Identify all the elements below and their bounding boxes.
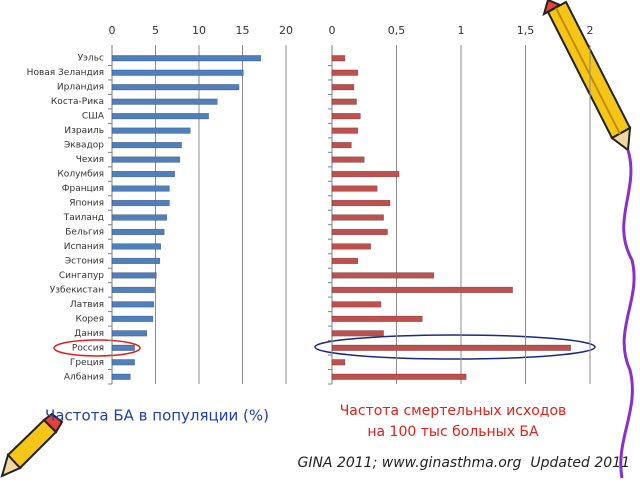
x-tick-label: 0,5 <box>388 24 406 37</box>
bar <box>111 214 168 221</box>
category-label: Ирландия <box>57 83 104 93</box>
category-label: Эквадор <box>64 141 104 151</box>
x-tick-label: 15 <box>236 24 250 37</box>
bar <box>111 272 157 279</box>
bar <box>331 257 359 265</box>
bar <box>331 373 467 380</box>
bar <box>111 170 175 178</box>
category-label: Испания <box>64 242 104 252</box>
category-label: Бельгия <box>65 227 104 237</box>
bar <box>111 243 162 250</box>
category-label: Россия <box>72 343 104 353</box>
squiggle <box>619 149 636 479</box>
bar <box>331 344 571 351</box>
bar <box>331 301 382 308</box>
bar <box>331 185 378 192</box>
bar <box>331 170 400 178</box>
bar <box>111 84 240 91</box>
bar <box>111 301 155 308</box>
bar <box>111 127 191 134</box>
category-label: Франция <box>62 184 104 194</box>
bar <box>331 315 423 322</box>
category-label: Уэльс <box>78 54 104 64</box>
footer: GINA 2011; www.ginasthma.org Updated 201… <box>297 455 630 471</box>
category-label: Таиланд <box>63 213 104 223</box>
bar <box>111 286 155 293</box>
category-label: Латвия <box>70 300 104 310</box>
x-tick-label: 0 <box>109 24 116 37</box>
bar <box>331 69 359 76</box>
category-label: Сингапур <box>59 271 104 281</box>
bar <box>331 98 357 105</box>
highlight-ellipse <box>53 339 141 357</box>
category-label: Япония <box>69 199 104 209</box>
bar <box>111 257 161 265</box>
bar <box>111 185 170 192</box>
bar <box>331 286 513 293</box>
bar <box>111 156 181 163</box>
bar <box>331 156 365 163</box>
bar <box>331 55 346 62</box>
bar <box>111 315 154 322</box>
highlight-ellipse <box>314 334 596 360</box>
bar <box>111 330 148 337</box>
bar <box>111 344 135 351</box>
bar <box>111 69 244 76</box>
x-tick-label: 10 <box>192 24 206 37</box>
category-label: Албания <box>64 372 104 382</box>
bar <box>331 272 435 279</box>
bar <box>111 113 209 120</box>
category-label: Греция <box>70 358 104 368</box>
category-label: Новая Зеландия <box>27 68 104 78</box>
bar <box>331 127 359 134</box>
bar <box>111 359 135 366</box>
x-tick-label: 2 <box>587 24 594 37</box>
chart-title: Частота БА в популяции (%) <box>45 407 269 425</box>
chart-title: Частота смертельных исходов <box>340 403 567 419</box>
pencil-clipart <box>542 0 632 152</box>
bar <box>111 142 182 149</box>
bar <box>111 98 218 105</box>
bar <box>331 142 352 149</box>
x-tick-label: 1 <box>458 24 465 37</box>
x-tick-label: 1,5 <box>517 24 535 37</box>
x-tick-label: 0 <box>329 24 336 37</box>
bar <box>331 113 361 120</box>
category-label: Узбекистан <box>50 285 104 295</box>
x-tick-label: 5 <box>152 24 159 37</box>
bar <box>331 359 346 366</box>
category-label: Коста-Рика <box>51 97 104 107</box>
bar <box>331 228 388 236</box>
bar <box>111 199 170 207</box>
bar <box>331 84 355 91</box>
bar <box>331 214 384 221</box>
category-label: США <box>82 112 105 122</box>
bar <box>111 373 131 380</box>
chart-title: на 100 тыс больных БА <box>367 424 539 440</box>
x-tick-label: 20 <box>279 24 293 37</box>
category-label: Израиль <box>64 126 104 136</box>
bar <box>111 228 165 236</box>
category-label: Колумбия <box>57 170 104 180</box>
bar <box>331 243 372 250</box>
bar <box>331 199 391 207</box>
bar <box>111 55 262 62</box>
category-label: Чехия <box>76 155 104 165</box>
pencil-clipart <box>0 412 64 478</box>
bar <box>331 330 384 337</box>
category-label: Корея <box>75 314 104 324</box>
category-label: Дания <box>74 329 104 339</box>
category-label: Эстония <box>65 256 104 266</box>
